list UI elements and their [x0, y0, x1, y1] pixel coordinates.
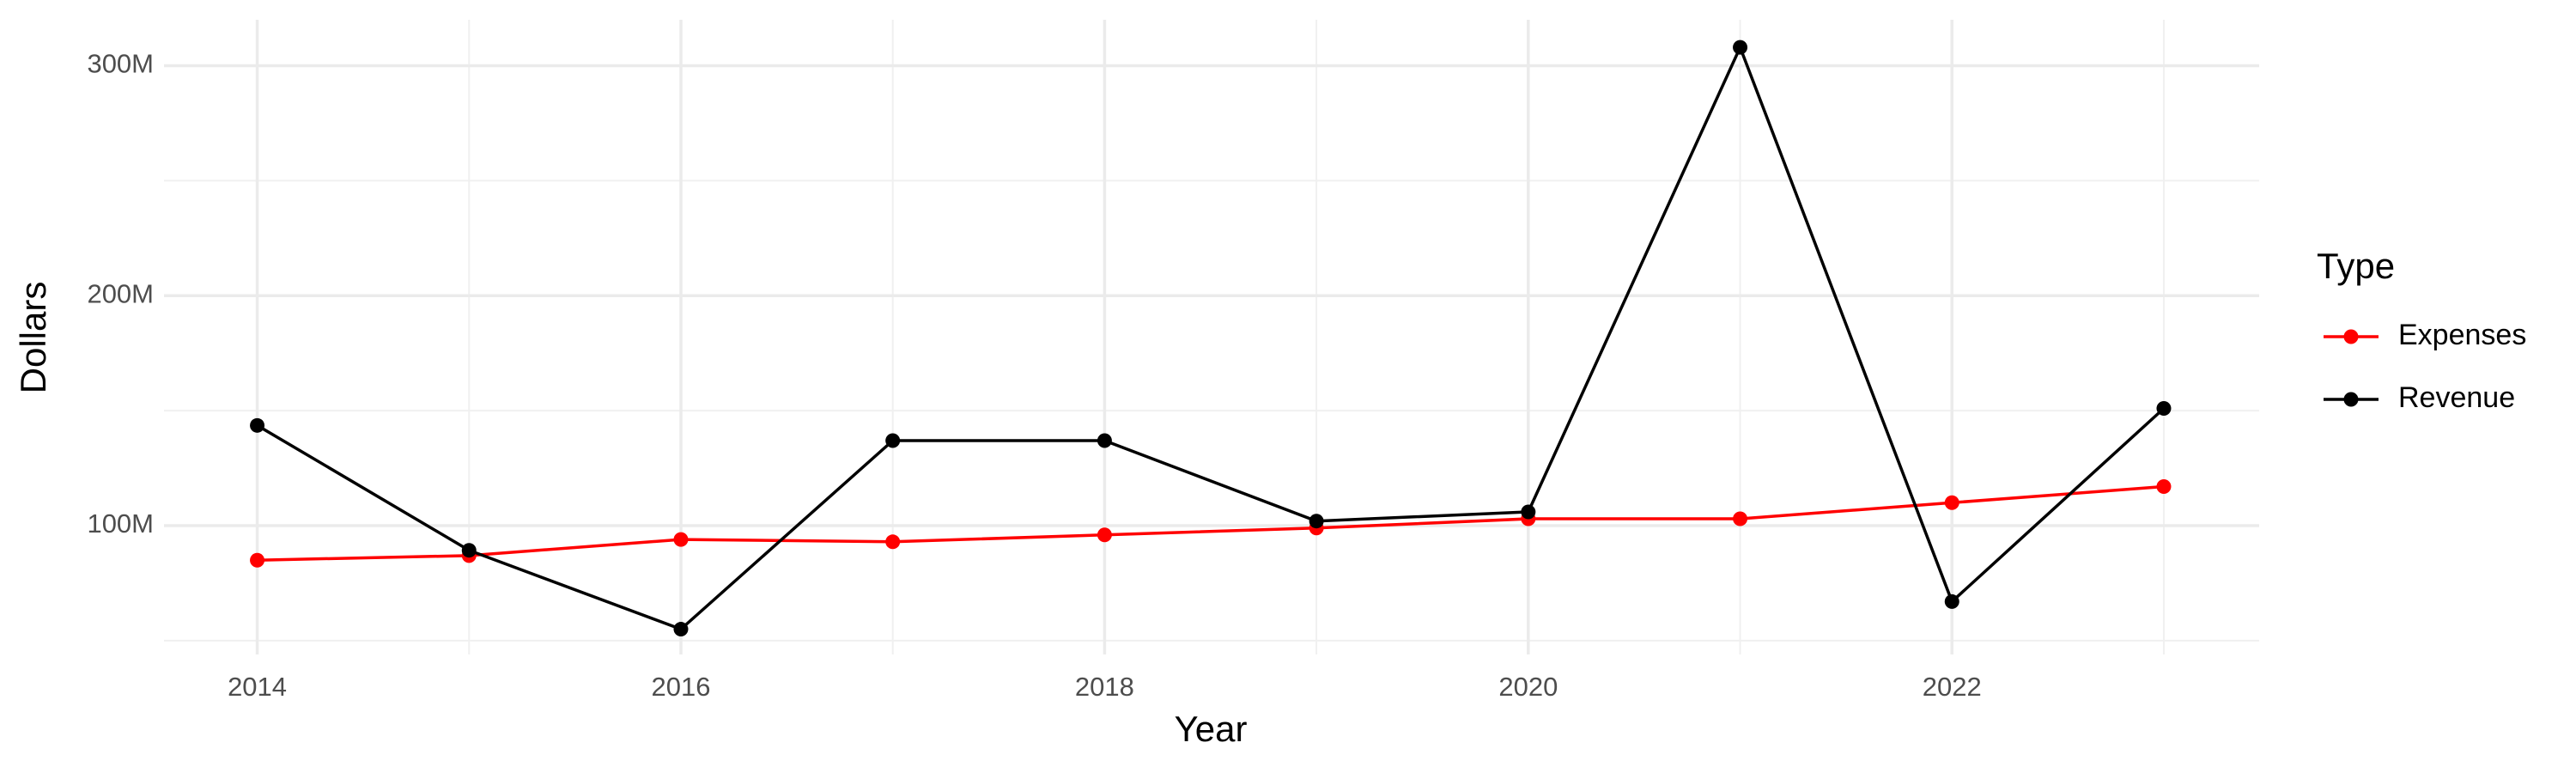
x-tick-label: 2022 — [1923, 672, 1982, 702]
y-tick-label: 100M — [87, 508, 154, 539]
legend-label: Expenses — [2398, 319, 2526, 351]
data-point — [673, 532, 689, 547]
series-line — [257, 484, 2165, 562]
legend-key-point — [2343, 329, 2359, 344]
x-tick-label: 2020 — [1498, 672, 1558, 702]
x-tick-label: 2018 — [1075, 672, 1134, 702]
data-point — [2156, 479, 2172, 495]
legend-key-point — [2343, 392, 2359, 407]
y-tick-label: 300M — [87, 49, 154, 79]
legend-title: Type — [2317, 246, 2395, 286]
legend-label: Revenue — [2398, 381, 2515, 414]
series-line — [256, 43, 2166, 631]
x-axis-title: Year — [1175, 709, 1248, 749]
data-point — [1097, 433, 1112, 448]
data-point — [1944, 495, 1959, 510]
y-tick-label: 200M — [87, 278, 154, 308]
data-point — [1097, 527, 1112, 543]
data-point — [1309, 514, 1324, 529]
data-point — [2156, 401, 2172, 417]
x-tick-label: 2016 — [651, 672, 710, 702]
data-point — [461, 543, 477, 558]
data-point — [885, 534, 901, 550]
data-point — [1733, 40, 1748, 55]
data-point — [885, 433, 901, 448]
data-point — [1521, 504, 1536, 520]
data-point — [673, 622, 689, 637]
data-point — [1733, 511, 1748, 526]
data-point — [250, 417, 265, 433]
data-point — [250, 552, 265, 568]
y-axis-title: Dollars — [13, 282, 53, 394]
x-tick-label: 2014 — [228, 672, 287, 702]
data-point — [1944, 593, 1959, 609]
